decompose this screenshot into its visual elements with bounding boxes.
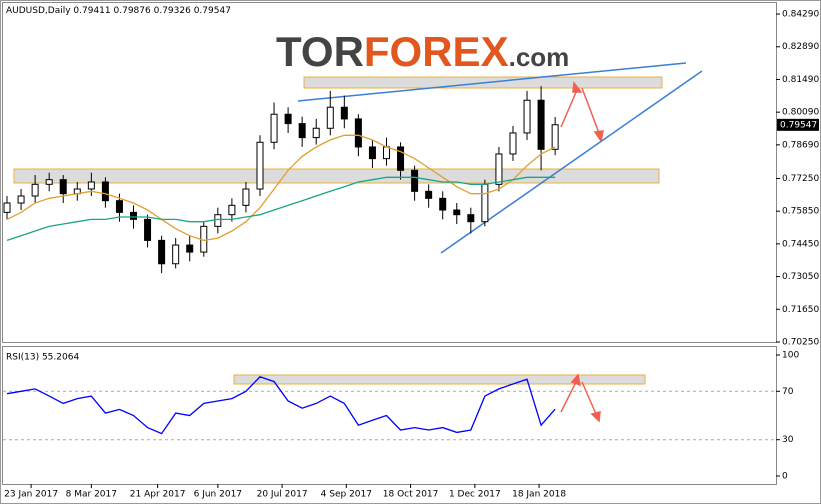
x-tick-label: 21 Apr 2017	[130, 490, 186, 500]
candle-body	[284, 113, 292, 125]
ohlc: 0.79547	[194, 6, 231, 16]
candle-body	[186, 244, 194, 253]
arrow	[560, 381, 577, 413]
y-tick-label: 0.71650	[782, 305, 819, 315]
support-zone	[13, 168, 660, 184]
series-line	[6, 134, 556, 242]
candle-body	[172, 244, 180, 265]
candle-body	[509, 132, 517, 155]
y-tick-label: 70	[782, 387, 794, 397]
candle-body	[397, 146, 405, 171]
candle-body	[382, 146, 390, 160]
candle-body	[101, 181, 109, 202]
arrow-head	[570, 373, 582, 387]
candle-body	[87, 181, 95, 190]
x-tick-label: 18 Oct 2017	[383, 490, 439, 500]
candle-body	[228, 204, 236, 216]
y-tick-label: 30	[782, 435, 794, 445]
candle-body	[326, 106, 334, 129]
arrow	[581, 381, 597, 415]
y-tick-label: 0.82890	[782, 42, 819, 52]
y-tick-label: 0.73050	[782, 272, 819, 282]
y-tick-label: 0.70250	[782, 338, 819, 348]
y-tick-label: 0.77250	[782, 174, 819, 184]
candle-body	[425, 190, 433, 199]
candle-body	[59, 179, 67, 195]
candle-body	[368, 146, 376, 160]
rsi-panel	[2, 346, 777, 485]
y-tick-label: 0.80090	[782, 108, 819, 118]
candle-body	[256, 141, 264, 190]
ohlc: 0.79326	[154, 6, 191, 16]
ohlc: 0.79411	[73, 6, 110, 16]
candle-body	[523, 99, 531, 134]
candle-body	[45, 179, 53, 185]
logo: TORFOREX.com	[276, 28, 569, 75]
candle-body	[537, 99, 545, 150]
arrow-head	[590, 411, 601, 423]
candle-body	[411, 169, 419, 192]
candle-body	[31, 183, 39, 197]
y-tick-label: 0.84290	[782, 10, 819, 20]
candle-body	[17, 195, 25, 204]
logo-part: FOREX	[364, 28, 509, 75]
candle-body	[312, 127, 320, 139]
candle-body	[115, 200, 123, 213]
arrow	[581, 87, 600, 134]
y-tick-label: 100	[782, 351, 799, 361]
arrow-head	[593, 130, 604, 143]
y-tick-label: 0.74450	[782, 239, 819, 249]
candle-body	[144, 218, 152, 241]
series-line	[6, 376, 556, 435]
candle-body	[270, 113, 278, 143]
candle-body	[551, 124, 559, 150]
price-panel	[2, 2, 777, 343]
trend-line	[297, 62, 687, 102]
logo-part: TOR	[276, 28, 364, 75]
y-tick-label: 0	[782, 472, 788, 482]
candle-body	[495, 153, 503, 185]
candle-body	[467, 214, 475, 223]
forecast-arrows	[560, 81, 604, 423]
logo-part: .com	[509, 42, 570, 72]
candle-body	[481, 183, 489, 223]
x-tick-label: 20 Jul 2017	[257, 490, 308, 500]
candle-body	[3, 202, 11, 213]
header: AUDUSD,Daily 0.79411 0.79876 0.79326 0.7…	[6, 6, 231, 16]
rsi-zone	[233, 374, 646, 385]
candle-body	[354, 118, 362, 148]
candle-body	[439, 197, 447, 211]
y-tick-label: 0.78690	[782, 140, 819, 150]
rsi-title: RSI(13) 55.2064	[6, 353, 79, 363]
x-tick-label: 1 Dec 2017	[449, 490, 501, 500]
series-line	[6, 176, 556, 242]
candle-body	[158, 239, 166, 265]
x-tick-label: 6 Jun 2017	[194, 490, 242, 500]
last-price-label: 0.79547	[780, 120, 817, 130]
candle-body	[130, 211, 138, 220]
ohlc: 0.79876	[114, 6, 151, 16]
candle-body	[242, 188, 250, 206]
y-tick-label: 0.75850	[782, 207, 819, 217]
x-tick-label: 4 Sep 2017	[321, 490, 372, 500]
symbol: AUDUSD,Daily	[6, 6, 71, 16]
arrow-head	[572, 81, 583, 93]
last-price-box	[777, 118, 819, 131]
x-tick-label: 23 Jan 2017	[4, 490, 58, 500]
x-tick-label: 8 Mar 2017	[66, 490, 117, 500]
candle-body	[298, 123, 306, 139]
candle-body	[453, 209, 461, 216]
x-tick-label: 18 Jan 2018	[512, 490, 566, 500]
arrow	[560, 89, 578, 128]
candle-body	[340, 106, 348, 120]
y-tick-label: 0.81490	[782, 75, 819, 85]
candle-body	[214, 214, 222, 227]
